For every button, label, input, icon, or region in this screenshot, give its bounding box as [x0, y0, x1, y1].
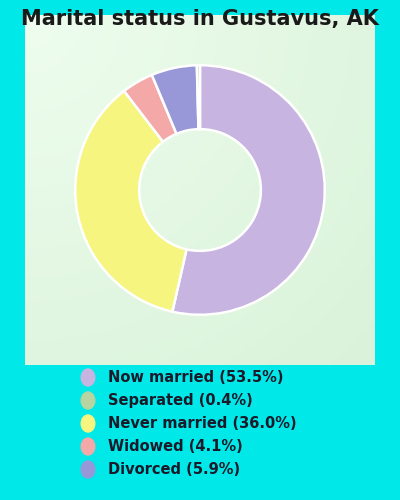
Text: Widowed (4.1%): Widowed (4.1%) [108, 439, 243, 454]
Wedge shape [124, 75, 176, 142]
Text: Separated (0.4%): Separated (0.4%) [108, 393, 253, 408]
Wedge shape [152, 66, 198, 134]
Wedge shape [75, 91, 186, 312]
Wedge shape [172, 65, 325, 315]
Wedge shape [197, 65, 200, 129]
Text: Now married (53.5%): Now married (53.5%) [108, 370, 284, 385]
Text: Never married (36.0%): Never married (36.0%) [108, 416, 297, 431]
Text: Divorced (5.9%): Divorced (5.9%) [108, 462, 240, 477]
Text: Marital status in Gustavus, AK: Marital status in Gustavus, AK [21, 9, 379, 29]
